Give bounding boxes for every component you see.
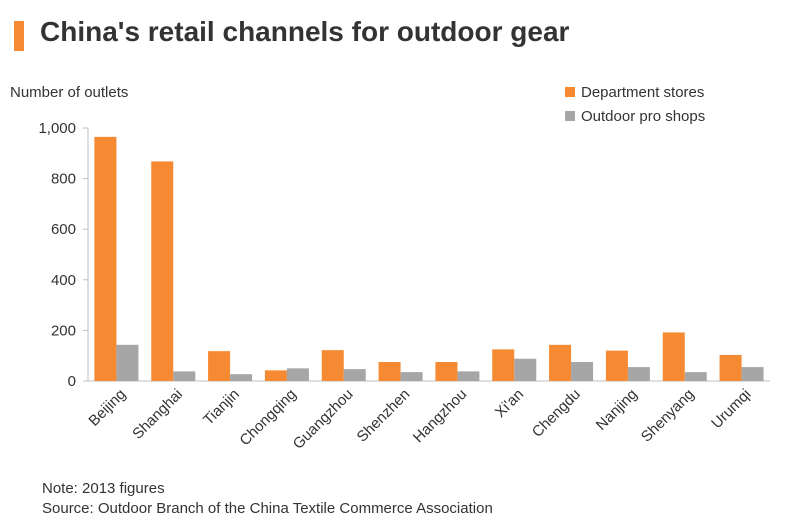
bar-department-stores bbox=[605, 350, 628, 381]
bar-department-stores bbox=[208, 351, 231, 381]
x-tick-label: Beijing bbox=[85, 386, 129, 430]
bar-outdoor-pro-shops bbox=[684, 372, 707, 381]
legend-swatch-outdoor-pro-shops bbox=[565, 111, 575, 121]
bar-outdoor-pro-shops bbox=[571, 362, 594, 381]
legend-item-outdoor-pro-shops: Outdoor pro shops bbox=[565, 104, 705, 128]
chart-title: China's retail channels for outdoor gear bbox=[40, 16, 570, 47]
x-tick-label: Tianjin bbox=[200, 386, 243, 429]
y-tick-label: 400 bbox=[51, 272, 76, 289]
chart-note: Note: 2013 figures bbox=[42, 480, 165, 497]
y-axis-label: Number of outlets bbox=[10, 84, 129, 101]
bar-department-stores bbox=[435, 362, 458, 381]
bar-outdoor-pro-shops bbox=[400, 372, 423, 381]
legend-item-department-stores: Department stores bbox=[565, 80, 705, 104]
bar-department-stores bbox=[321, 350, 344, 381]
title-accent-bar bbox=[14, 21, 24, 51]
x-tick-label: Hangzhou bbox=[410, 386, 470, 446]
bar-outdoor-pro-shops bbox=[116, 344, 139, 381]
legend: Department stores Outdoor pro shops bbox=[565, 80, 705, 128]
x-tick-label: Urumqi bbox=[708, 386, 754, 432]
bar-department-stores bbox=[94, 136, 117, 381]
bar-outdoor-pro-shops bbox=[457, 371, 480, 381]
bar-outdoor-pro-shops bbox=[286, 368, 309, 381]
legend-label-outdoor-pro-shops: Outdoor pro shops bbox=[581, 107, 706, 125]
bar-outdoor-pro-shops bbox=[627, 367, 650, 381]
y-tick-label: 1,000 bbox=[38, 120, 76, 137]
x-tick-label: Nanjing bbox=[593, 386, 641, 434]
legend-swatch-department-stores bbox=[565, 87, 575, 97]
y-tick-label: 0 bbox=[68, 373, 76, 390]
x-tick-label: Shenzhen bbox=[354, 386, 414, 446]
chart-source: Source: Outdoor Branch of the China Text… bbox=[42, 500, 493, 517]
bar-outdoor-pro-shops bbox=[173, 371, 196, 381]
bar-department-stores bbox=[492, 349, 515, 381]
x-tick-label: Guangzhou bbox=[290, 386, 357, 453]
legend-label-department-stores: Department stores bbox=[581, 83, 705, 101]
x-tick-label: Shanghai bbox=[129, 386, 186, 443]
x-tick-label: Xi'an bbox=[492, 386, 527, 421]
x-tick-label: Chengdu bbox=[529, 386, 584, 441]
bar-department-stores bbox=[662, 332, 685, 381]
bar-department-stores bbox=[719, 354, 742, 381]
y-tick-label: 800 bbox=[51, 171, 76, 188]
x-tick-label: Shenyang bbox=[638, 386, 698, 446]
bar-department-stores bbox=[549, 344, 572, 381]
bar-outdoor-pro-shops bbox=[741, 367, 764, 381]
y-tick-label: 200 bbox=[51, 322, 76, 339]
bar-department-stores bbox=[378, 362, 401, 381]
bar-outdoor-pro-shops bbox=[343, 369, 366, 381]
bar-outdoor-pro-shops bbox=[514, 358, 537, 381]
y-tick-label: 600 bbox=[51, 221, 76, 238]
bar-department-stores bbox=[264, 370, 287, 381]
bar-department-stores bbox=[151, 161, 174, 381]
bar-outdoor-pro-shops bbox=[230, 374, 253, 381]
